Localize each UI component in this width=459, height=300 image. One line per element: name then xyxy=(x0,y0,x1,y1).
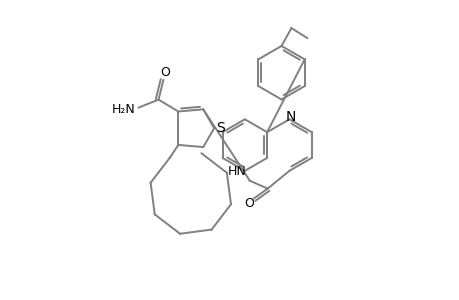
Text: O: O xyxy=(160,66,170,80)
Text: N: N xyxy=(285,110,295,124)
Text: HN: HN xyxy=(228,165,246,178)
Text: H₂N: H₂N xyxy=(112,103,135,116)
Text: O: O xyxy=(243,197,253,210)
Text: S: S xyxy=(215,121,224,135)
